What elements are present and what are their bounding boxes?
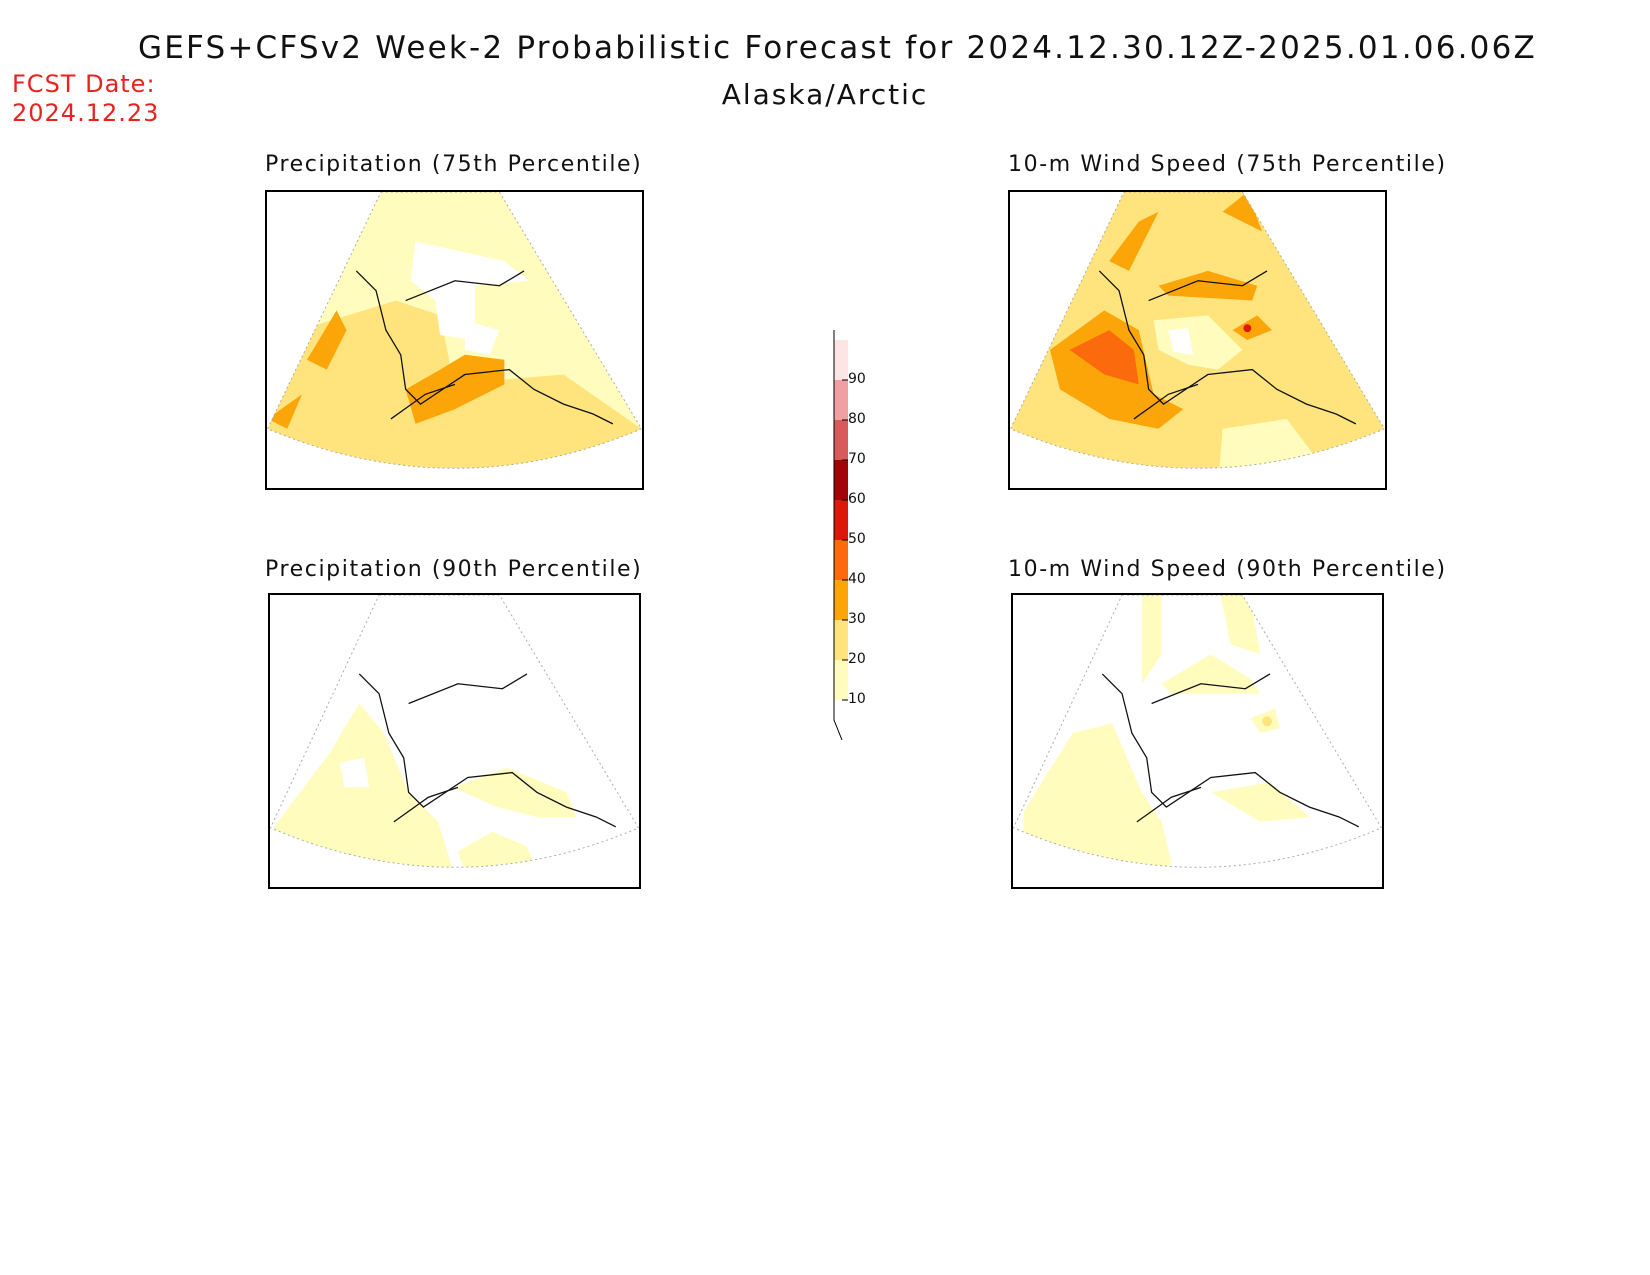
shade-10-20 (1161, 654, 1261, 694)
forecast-date-block: FCST Date: 2024.12.23 (12, 70, 159, 128)
coastline (408, 673, 528, 705)
coastline (1098, 270, 1357, 425)
shade-10-20 (1220, 595, 1261, 655)
colorbar-label: 50 (848, 531, 866, 547)
no-shade-area (464, 320, 500, 355)
panel-title-precip-90: Precipitation (90th Percentile) (265, 557, 643, 582)
colorbar-swatch-5 (834, 500, 848, 540)
panel-title-precip-75: Precipitation (75th Percentile) (265, 152, 643, 177)
map-panel-wind-75 (1008, 190, 1387, 490)
colorbar-swatch-2 (834, 620, 848, 660)
colorbar-label: 20 (848, 651, 866, 667)
shade-30-40 (1232, 315, 1272, 340)
shade-10-20 (1141, 595, 1162, 684)
forecast-date-value: 2024.12.23 (12, 99, 160, 127)
coastline (1133, 383, 1199, 420)
colorbar-swatch-1 (834, 660, 848, 700)
no-shade-area (1168, 328, 1194, 355)
colorbar-swatch-8 (834, 380, 848, 420)
coastline (405, 270, 525, 302)
no-shade-area (339, 757, 370, 788)
shade-30-40 (1158, 270, 1258, 301)
map-wind-90 (1013, 595, 1382, 868)
region-subtitle: Alaska/Arctic (721, 78, 929, 111)
shade-10-20 (453, 767, 577, 817)
no-shade-area (410, 241, 529, 340)
colorbar-swatch-4 (834, 540, 848, 580)
shade-10-20 (457, 831, 537, 868)
shade-10-20 (1023, 723, 1172, 868)
coastline (355, 270, 614, 425)
colorbar-swatch-7 (834, 420, 848, 460)
colorbar: 10 20 30 40 50 60 70 80 90 (812, 330, 912, 750)
shade-30-40 (306, 310, 347, 370)
coastline (1136, 786, 1202, 823)
shade-30-40 (267, 394, 303, 429)
colorbar-swatch-6 (834, 460, 848, 500)
shade-10-20 (1210, 782, 1310, 822)
map-boundary (270, 595, 639, 868)
colorbar-swatch-9 (834, 340, 848, 380)
chart-title: GEFS+CFSv2 Week-2 Probabilistic Forecast… (138, 30, 1537, 66)
panel-title-wind-90: 10-m Wind Speed (90th Percentile) (1008, 557, 1447, 582)
colorbar-swatches (833, 330, 848, 741)
shade-10-20 (270, 703, 458, 868)
colorbar-label: 10 (848, 691, 866, 707)
map-boundary (1013, 595, 1382, 868)
panel-title-wind-75: 10-m Wind Speed (75th Percentile) (1008, 152, 1447, 177)
shade-10-20 (1217, 418, 1317, 469)
shade-40-50 (1069, 330, 1139, 385)
colorbar-label: 80 (848, 411, 866, 427)
map-boundary (267, 192, 642, 469)
shade-20-30 (1262, 716, 1272, 727)
coastline (390, 383, 456, 420)
map-boundary (1010, 192, 1385, 469)
coastline (358, 673, 617, 828)
colorbar-swatch-3 (834, 580, 848, 620)
map-panel-precip-90 (268, 593, 641, 889)
map-panel-wind-90 (1011, 593, 1384, 889)
coastline (1151, 673, 1271, 705)
coastline (1148, 270, 1268, 302)
map-wind-75 (1010, 192, 1385, 469)
colorbar-upper-extension (833, 330, 835, 340)
colorbar-lower-extension (833, 700, 843, 741)
shade-30-40 (1222, 192, 1263, 232)
colorbar-label: 70 (848, 451, 866, 467)
shade-30-40 (1109, 211, 1159, 271)
map-precip-75 (267, 192, 642, 469)
coastline (1101, 673, 1360, 828)
coastline (393, 786, 459, 823)
shade-50-60 (1243, 324, 1252, 333)
colorbar-label: 60 (848, 491, 866, 507)
forecast-date-label: FCST Date: (12, 70, 156, 98)
shade-30-40 (405, 354, 505, 424)
shade-10-20 (1153, 315, 1243, 370)
colorbar-label: 30 (848, 611, 866, 627)
map-precip-90 (270, 595, 639, 868)
colorbar-label: 40 (848, 571, 866, 587)
map-panel-precip-75 (265, 190, 644, 490)
colorbar-label: 90 (848, 371, 866, 387)
